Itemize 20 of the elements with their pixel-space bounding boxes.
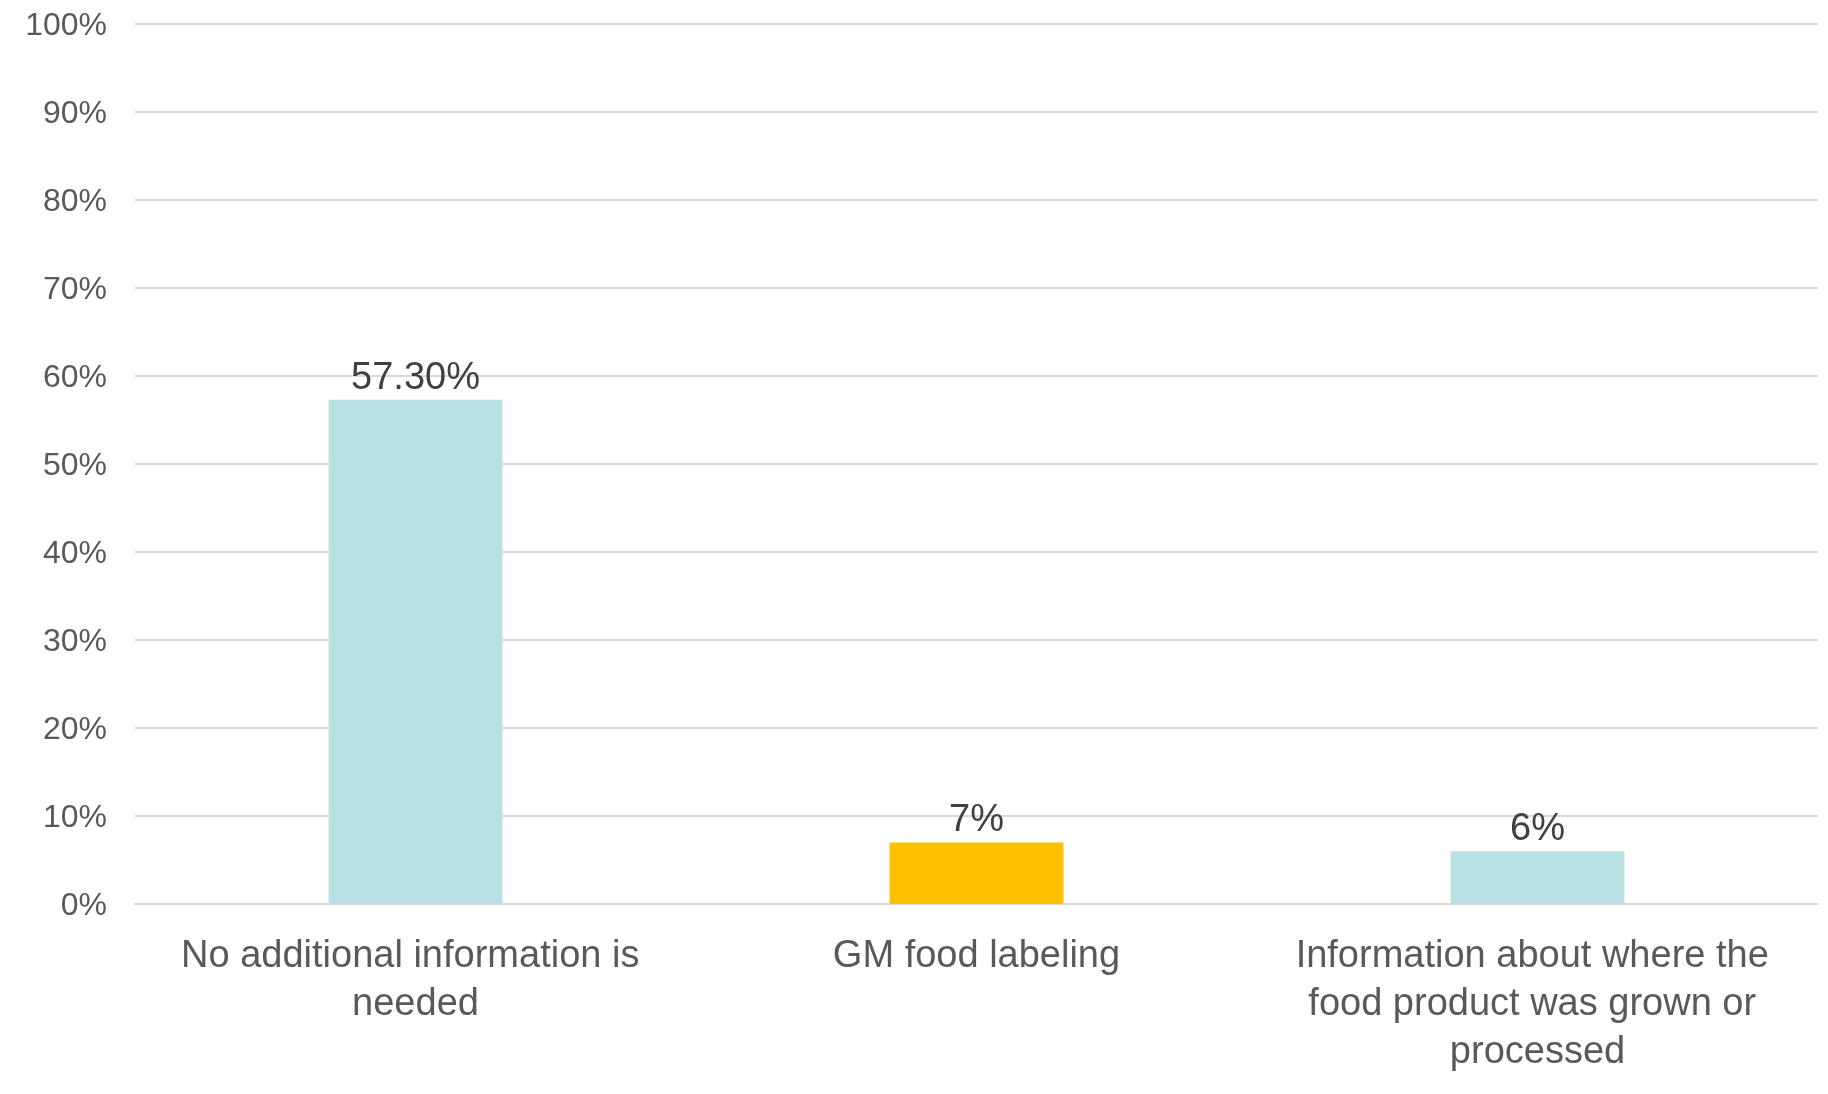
y-tick-label: 90% (42, 94, 107, 130)
x-tick-label: GM food labeling (832, 933, 1121, 975)
y-tick-label: 0% (60, 886, 107, 922)
y-tick-label: 40% (42, 534, 107, 570)
x-tick-label: Information about where the food product was grown or processed (1295, 933, 1780, 1071)
x-tick-label: No additional information is needed (181, 933, 650, 1023)
bar (1450, 851, 1625, 904)
y-tick-label: 60% (42, 358, 107, 394)
y-tick-label: 10% (42, 798, 107, 834)
y-tick-label: 30% (42, 622, 107, 658)
y-tick-label: 20% (42, 710, 107, 746)
y-tick-label: 70% (42, 270, 107, 306)
bar (328, 399, 503, 904)
data-label: 6% (1510, 806, 1565, 849)
bar (889, 842, 1064, 904)
y-tick-label: 80% (42, 182, 107, 218)
data-label: 7% (949, 797, 1004, 840)
y-tick-label: 100% (25, 6, 107, 42)
y-tick-label: 50% (42, 446, 107, 482)
data-label: 57.30% (351, 354, 480, 397)
